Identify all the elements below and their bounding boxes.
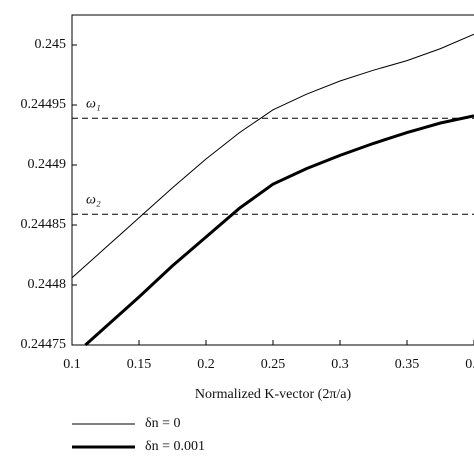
y-tick-label: 0.24495 [21, 97, 67, 112]
x-tick-label: 0.15 [127, 357, 152, 372]
x-tick-label: 0.3 [331, 357, 349, 372]
x-tick-label: 0.35 [395, 357, 420, 372]
y-tick-label: 0.2448 [28, 277, 67, 292]
x-axis-label: Normalized K-vector (2π/a) [195, 387, 352, 402]
x-tick-label: 0.4 [465, 357, 474, 372]
y-tick-label: 0.24475 [21, 337, 67, 352]
x-tick-label: 0.1 [63, 357, 81, 372]
reference-label: ω₂ [86, 192, 101, 207]
legend-label: δn = 0.001 [145, 439, 205, 454]
legend-label: δn = 0 [145, 416, 181, 431]
y-tick-label: 0.2449 [28, 157, 67, 172]
plot-frame [71, 14, 474, 346]
y-tick-label: 0.24485 [21, 217, 67, 232]
y-tick-label: 0.245 [35, 37, 67, 52]
series-line [84, 114, 474, 347]
x-tick-label: 0.2 [197, 357, 215, 372]
series-line [71, 33, 474, 279]
x-tick-label: 0.25 [261, 357, 286, 372]
reference-label: ω₁ [86, 96, 101, 111]
